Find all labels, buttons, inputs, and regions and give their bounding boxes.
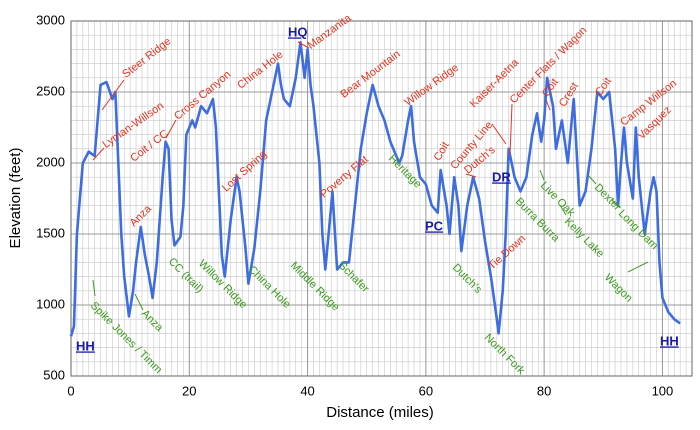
y-tick-label: 3000 [36, 12, 65, 27]
x-tick-label: 40 [300, 383, 314, 398]
plot-frame [70, 20, 693, 377]
leader-line [611, 199, 621, 209]
x-tick-label: 60 [419, 383, 433, 398]
leader-line [491, 123, 507, 145]
leader-line [297, 41, 310, 49]
leader-line [165, 119, 177, 139]
annotation: HQ [288, 24, 308, 39]
x-tick-label: 0 [67, 383, 74, 398]
leader-line [465, 173, 477, 178]
leader-line [627, 261, 649, 273]
leader-line [92, 279, 96, 297]
elevation-line [69, 41, 681, 337]
y-tick-label: 500 [43, 367, 65, 382]
plot-area [71, 21, 692, 376]
leader-line [92, 147, 105, 161]
x-tick-label: 80 [537, 383, 551, 398]
annotation: DR [492, 169, 511, 184]
x-axis-label: Distance (miles) [326, 404, 434, 421]
x-tick-label: 100 [652, 383, 674, 398]
y-tick-label: 1000 [36, 296, 65, 311]
y-tick-label: 2500 [36, 83, 65, 98]
annotation: HH [76, 338, 95, 353]
y-tick-label: 2000 [36, 154, 65, 169]
leader-line [101, 79, 125, 111]
leader-line [559, 204, 567, 216]
annotation: PC [425, 218, 444, 233]
y-tick-label: 1500 [36, 225, 65, 240]
leader-line [134, 293, 144, 311]
leader-line [545, 99, 551, 111]
leader-line [587, 174, 597, 185]
x-tick-label: 20 [182, 383, 196, 398]
leader-line [509, 103, 513, 156]
y-axis-label: Elevation (feet) [7, 148, 24, 249]
leader-line [539, 169, 545, 181]
annotation: HH [660, 333, 679, 348]
